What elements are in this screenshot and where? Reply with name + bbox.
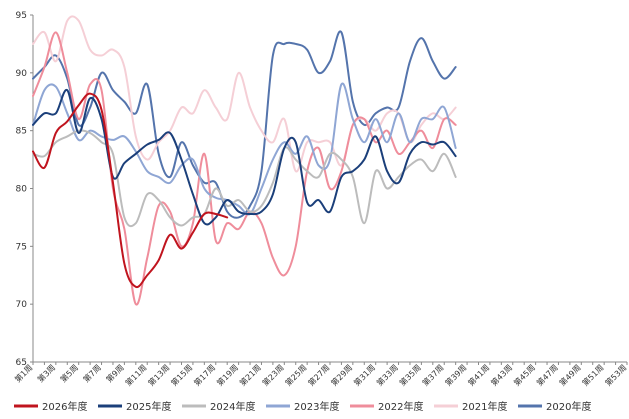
series-line-2022年度 [32, 31, 457, 306]
x-tick-label: 第39周 [443, 362, 469, 388]
x-tick-label: 第3周 [35, 362, 57, 384]
x-tick-label: 第23周 [260, 362, 286, 388]
legend-label: 2025年度 [126, 400, 171, 413]
legend-label: 2024年度 [210, 400, 255, 413]
x-tick-label: 第21周 [237, 362, 263, 388]
y-tick-label: 95 [16, 11, 27, 21]
series-lines [32, 15, 457, 306]
x-tick-label: 第17周 [192, 362, 218, 388]
x-tick-label: 第49周 [557, 362, 583, 388]
series-line-2024年度 [32, 129, 457, 228]
x-tick-label: 第11周 [123, 362, 149, 388]
x-tick-label: 第37周 [420, 362, 446, 388]
series-line-2025年度 [32, 89, 457, 226]
y-tick-label: 90 [16, 69, 28, 79]
x-tick-label: 第29周 [329, 362, 355, 388]
legend: 2026年度 2025年度 2024年度 2023年度 2022年度 2021年度 2020… [14, 400, 591, 413]
x-tick-label: 第7周 [81, 362, 103, 384]
series-line-2020年度 [32, 30, 457, 219]
x-tick-label: 第25周 [283, 362, 309, 388]
x-tick-label: 第13周 [146, 362, 172, 388]
x-tick-label: 第19周 [214, 362, 240, 388]
y-tick-label: 65 [16, 358, 27, 368]
x-tick-label: 第5周 [58, 362, 80, 384]
legend-label: 2022年度 [378, 400, 423, 413]
y-tick-label: 85 [16, 127, 27, 137]
series-line-2021年度 [32, 15, 457, 173]
legend-label: 2021年度 [462, 400, 507, 413]
x-tick-label: 第35周 [397, 362, 423, 388]
legend-label: 2026年度 [42, 400, 87, 413]
x-tick-label: 第15周 [169, 362, 195, 388]
x-tick-label: 第45周 [511, 362, 537, 388]
legend-label: 2023年度 [294, 400, 339, 413]
y-tick-label: 70 [16, 300, 28, 310]
x-tick-label: 第41周 [466, 362, 492, 388]
legend-label: 2020年度 [546, 400, 591, 413]
y-tick-label: 75 [16, 242, 27, 252]
x-tick-label: 第47周 [534, 362, 560, 388]
y-tick-label: 80 [16, 185, 28, 195]
x-tick-label: 第43周 [489, 362, 515, 388]
x-tick-label: 第9周 [104, 362, 126, 384]
series-line-2026年度 [32, 92, 229, 289]
x-tick-label: 第33周 [374, 362, 400, 388]
x-tick-label: 第31周 [352, 362, 378, 388]
series-line-2023年度 [32, 82, 457, 216]
x-tick-label: 第27周 [306, 362, 332, 388]
x-tick-label: 第51周 [580, 362, 606, 388]
x-tick-label: 第53周 [603, 362, 629, 388]
